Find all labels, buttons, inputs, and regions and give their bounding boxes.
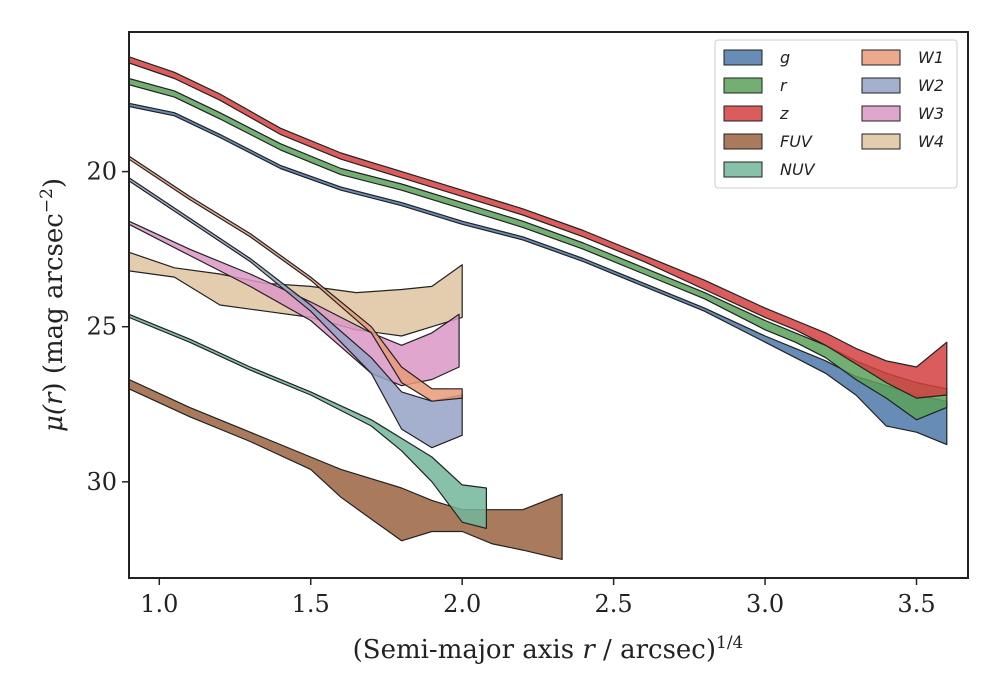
legend-label-z: z bbox=[779, 104, 789, 123]
x-tick-label: 1.0 bbox=[140, 590, 178, 618]
x-axis: 1.0 1.5 2.0 2.5 3.0 3.5 bbox=[140, 578, 936, 618]
legend-label-r: r bbox=[780, 76, 788, 95]
y-axis-title-part: ) (mag arcsec bbox=[39, 213, 69, 392]
legend-label-fuv: FUV bbox=[780, 132, 813, 151]
x-tick-label: 2.0 bbox=[443, 590, 481, 618]
x-tick-label: 2.5 bbox=[595, 590, 633, 618]
plot-area bbox=[129, 56, 948, 560]
x-tick-label: 3.0 bbox=[746, 590, 784, 618]
y-axis-title-part: μ( bbox=[39, 404, 69, 432]
legend-label-w3: W3 bbox=[918, 104, 944, 123]
x-axis-title-part: (Semi-major axis bbox=[353, 635, 583, 665]
x-axis-title: (Semi-major axis r / arcsec)1/4 bbox=[353, 633, 744, 665]
legend-swatch-w2 bbox=[861, 77, 901, 94]
legend-swatch-z bbox=[723, 105, 763, 122]
series-band-g bbox=[129, 102, 948, 446]
series-band-w1 bbox=[129, 155, 463, 402]
y-axis-title: μ(r) (mag arcsec−2) bbox=[37, 178, 69, 432]
legend-swatch-w1 bbox=[861, 49, 901, 66]
series-band-fuv bbox=[129, 378, 563, 560]
legend-label-w1: W1 bbox=[918, 48, 944, 67]
x-tick-label: 1.5 bbox=[292, 590, 330, 618]
y-axis-title-part: r bbox=[39, 391, 69, 405]
y-tick-label: 30 bbox=[86, 468, 117, 496]
legend-label-w4: W4 bbox=[918, 132, 944, 151]
legend-label-g: g bbox=[780, 48, 790, 67]
plot-frame bbox=[128, 31, 969, 579]
legend-swatch-r bbox=[723, 77, 763, 94]
legend: grz FUV NUV W1 W2 W3 W4 bbox=[714, 39, 958, 189]
y-axis-title-part: −2 bbox=[37, 188, 57, 213]
legend-label-w2: W2 bbox=[918, 76, 944, 95]
series-band-w2 bbox=[129, 177, 463, 449]
legend-label-nuv: NUV bbox=[780, 160, 816, 179]
x-axis-title-part: / arcsec) bbox=[595, 635, 716, 665]
legend-swatch-g bbox=[723, 49, 763, 66]
series-band-r bbox=[129, 77, 948, 421]
series-band-nuv bbox=[129, 313, 487, 529]
y-axis: 20 25 30 bbox=[86, 158, 129, 496]
y-axis-title-part: ) bbox=[39, 178, 69, 188]
legend-swatch-w3 bbox=[861, 105, 901, 122]
y-tick-label: 25 bbox=[86, 313, 117, 341]
legend-swatch-w4 bbox=[861, 133, 901, 150]
legend-swatch-nuv bbox=[723, 161, 763, 178]
legend-box bbox=[714, 39, 958, 189]
y-tick-label: 20 bbox=[86, 158, 117, 186]
x-axis-title-part: 1/4 bbox=[716, 633, 743, 653]
x-tick-label: 3.5 bbox=[897, 590, 935, 618]
x-axis-title-part: r bbox=[582, 635, 596, 665]
series-band-z bbox=[129, 56, 948, 399]
legend-swatch-fuv bbox=[723, 133, 763, 150]
